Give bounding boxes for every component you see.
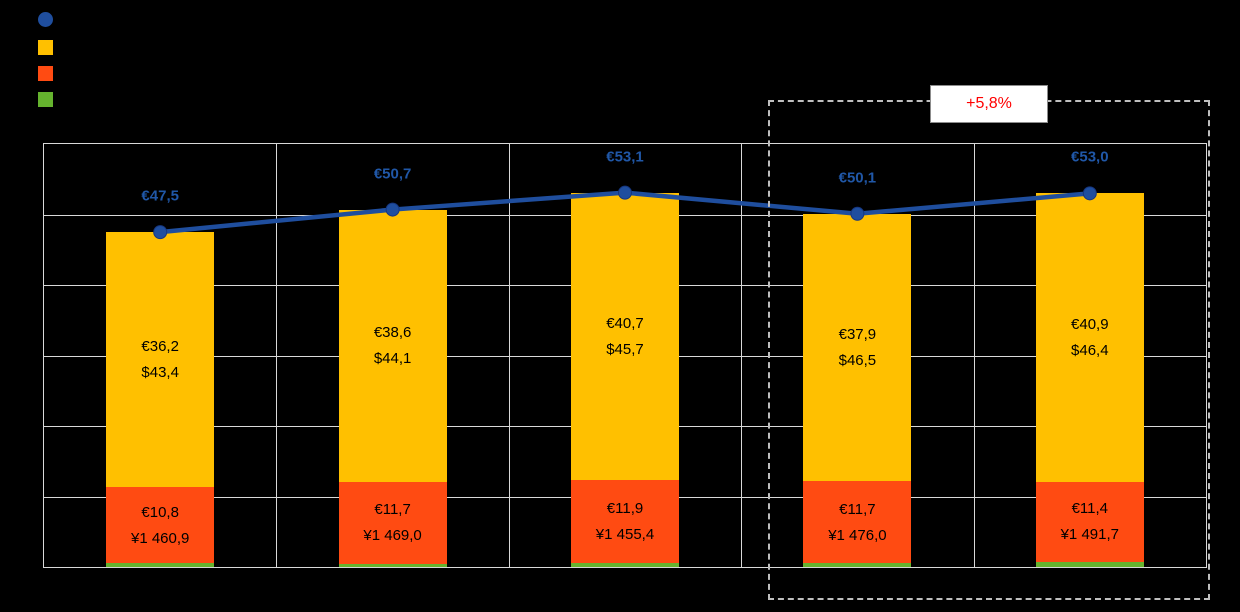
gridline-vertical xyxy=(973,144,975,567)
x-axis-label xyxy=(508,572,740,602)
bar-value-label: $45,7 xyxy=(606,340,644,358)
legend-item-segment-bottom xyxy=(38,91,62,107)
line-point-marker xyxy=(850,206,865,221)
bar-segment-bottom xyxy=(803,563,912,567)
total-line-legend-marker-icon xyxy=(38,11,53,27)
legend-item-total-line xyxy=(38,11,62,27)
bar-segment-bottom xyxy=(106,563,215,567)
bar-value-label: €36,2 xyxy=(141,338,179,356)
bar-segment-top: €37,9 $46,5 xyxy=(803,213,912,481)
segment-top-legend-marker-icon xyxy=(38,39,53,55)
x-axis-label xyxy=(275,572,507,602)
bar-segment-middle: €11,7 ¥1 469,0 xyxy=(338,481,447,565)
segment-middle-legend-marker-icon xyxy=(38,65,53,81)
bar-value-label: ¥1 491,7 xyxy=(1060,526,1119,544)
gridline-vertical xyxy=(276,144,278,567)
bar-value-label: ¥1 469,0 xyxy=(363,527,422,545)
line-point-marker xyxy=(153,225,168,240)
growth-annotation-label: +5,8% xyxy=(966,95,1012,112)
line-value-label: €47,5 xyxy=(141,187,179,205)
line-value-label: €53,0 xyxy=(1071,148,1109,166)
bar-value-label: ¥1 455,4 xyxy=(595,526,655,544)
bar-value-label: €11,4 xyxy=(1071,500,1109,518)
bar-segment-bottom xyxy=(571,563,679,567)
bar-segment-middle: €11,4 ¥1 491,7 xyxy=(1035,481,1144,563)
stacked-bar: €11,7 ¥1 469,0 €38,6 $44,1 xyxy=(338,144,447,567)
line-value-label: €50,1 xyxy=(838,169,877,187)
gridline-vertical xyxy=(508,144,510,567)
bar-segment-top: €38,6 $44,1 xyxy=(338,209,447,482)
plot-area: €10,8 ¥1 460,9 €36,2 $43,4 €11,7 ¥1 469,0 €38,… xyxy=(43,143,1207,568)
bar-segment-middle: €11,9 ¥1 455,4 xyxy=(571,479,679,564)
bar-value-label: €11,9 xyxy=(606,500,644,518)
bar-value-label: ¥1 476,0 xyxy=(828,526,887,544)
bar-segment-middle: €11,7 ¥1 476,0 xyxy=(803,481,912,564)
bar-value-label: $44,1 xyxy=(373,350,412,368)
bar-value-label: $43,4 xyxy=(141,364,179,382)
bar-value-label: $46,4 xyxy=(1071,342,1109,360)
bar-value-label: €11,7 xyxy=(839,500,876,518)
bar-segment-middle: €10,8 ¥1 460,9 xyxy=(106,487,215,564)
bar-value-label: €37,9 xyxy=(838,325,877,343)
line-point-marker xyxy=(1082,186,1097,201)
gridline-vertical xyxy=(741,144,743,567)
bar-value-label: ¥1 460,9 xyxy=(130,529,190,547)
legend-item-segment-middle xyxy=(38,65,62,81)
bar-value-label: €40,7 xyxy=(606,314,644,332)
legend-item-segment-top xyxy=(38,39,62,55)
stacked-bar: €11,7 ¥1 476,0 €37,9 $46,5 xyxy=(803,144,912,567)
bar-value-label: $46,5 xyxy=(838,351,877,369)
x-axis-label xyxy=(43,572,275,602)
growth-annotation-box: +5,8% xyxy=(930,85,1048,123)
line-series-svg xyxy=(153,185,1097,240)
bar-segment-top: €40,7 $45,7 xyxy=(571,192,679,480)
bar-value-label: €40,9 xyxy=(1071,316,1109,334)
bar-value-label: €10,8 xyxy=(141,503,179,521)
bar-segment-top: €40,9 $46,4 xyxy=(1035,193,1144,482)
bar-value-label: €38,6 xyxy=(373,324,412,342)
highlight-dashed-box xyxy=(768,100,1210,600)
line-value-label: €53,1 xyxy=(606,148,644,166)
line-point-marker xyxy=(618,185,632,200)
line-point-marker xyxy=(385,202,400,217)
bar-segment-top: €36,2 $43,4 xyxy=(106,232,215,488)
line-value-label: €50,7 xyxy=(373,165,412,183)
stacked-bar: €10,8 ¥1 460,9 €36,2 $43,4 xyxy=(106,144,215,567)
segment-bottom-legend-marker-icon xyxy=(38,91,53,107)
bar-segment-bottom xyxy=(1035,562,1144,567)
stacked-bar: €11,4 ¥1 491,7 €40,9 $46,4 xyxy=(1035,144,1144,567)
bar-value-label: €11,7 xyxy=(374,501,411,519)
bar-segment-bottom xyxy=(338,564,447,567)
stacked-bar: €11,9 ¥1 455,4 €40,7 $45,7 xyxy=(571,144,679,567)
